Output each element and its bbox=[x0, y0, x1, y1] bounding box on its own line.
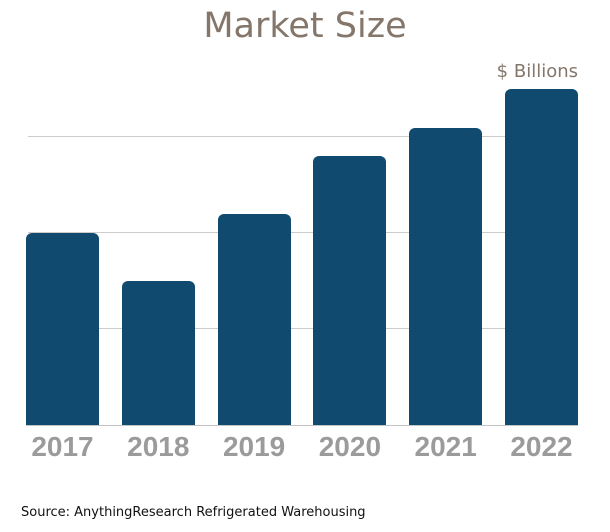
gridline-10 bbox=[28, 328, 578, 330]
unit-label: $ Billions bbox=[496, 61, 578, 82]
source-note: Source: AnythingResearch Refrigerated Wa… bbox=[21, 474, 366, 532]
bar-2018 bbox=[121, 281, 195, 425]
bar-2017 bbox=[26, 233, 99, 425]
bar-2019 bbox=[217, 213, 291, 425]
x-tick-2021: 2021 bbox=[414, 431, 477, 462]
plot-area bbox=[26, 70, 578, 426]
bar-2020 bbox=[313, 156, 387, 425]
bar-series bbox=[26, 70, 578, 425]
source-line-1: Source: AnythingResearch Refrigerated Wa… bbox=[21, 505, 366, 520]
x-axis-line bbox=[26, 425, 578, 426]
bar-2021 bbox=[409, 127, 483, 425]
bar-2022 bbox=[504, 89, 578, 425]
gridline-30 bbox=[28, 136, 578, 138]
x-tick-2017: 2017 bbox=[31, 431, 94, 462]
gridline-20 bbox=[28, 232, 578, 234]
chart-title: Market Size bbox=[203, 6, 407, 46]
x-tick-2018: 2018 bbox=[127, 431, 190, 462]
x-tick-2020: 2020 bbox=[318, 431, 382, 462]
x-tick-2022: 2022 bbox=[510, 431, 573, 462]
x-tick-2019: 2019 bbox=[222, 431, 286, 462]
x-axis-labels: 2017 2018 2019 2020 2021 2022 bbox=[26, 431, 578, 463]
